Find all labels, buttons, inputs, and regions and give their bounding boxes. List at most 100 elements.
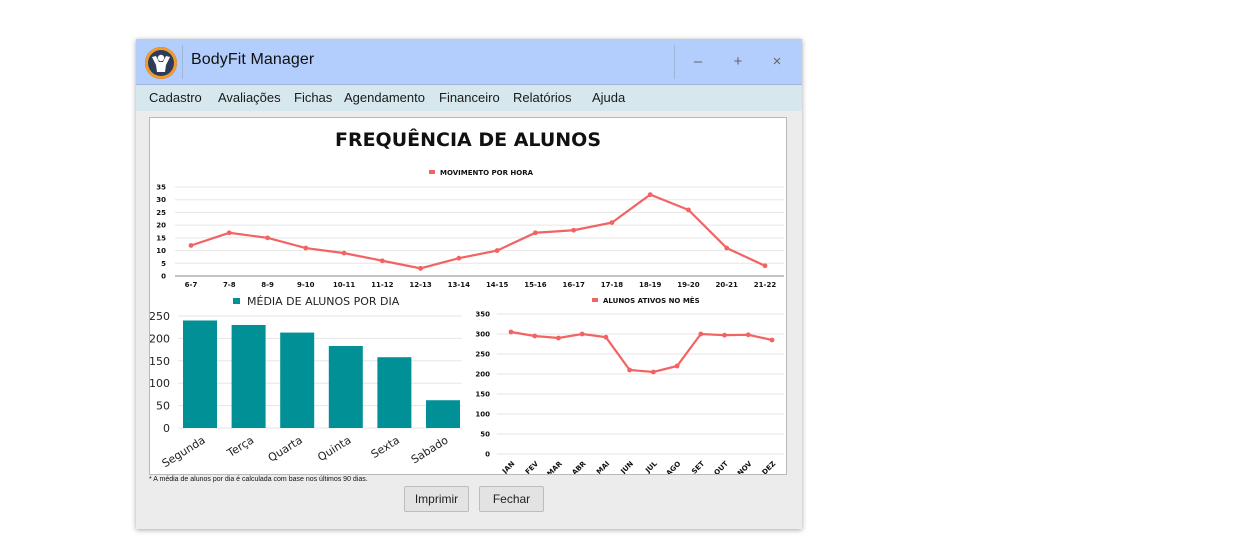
hourly-point <box>533 230 538 236</box>
monthly-x-tick: MAR <box>546 459 565 474</box>
menu-agendamento[interactable]: Agendamento <box>344 90 425 105</box>
hourly-x-tick: 7-8 <box>223 281 236 289</box>
monthly-legend-label: ALUNOS ATIVOS NO MÊS <box>603 296 700 305</box>
hourly-x-tick: 8-9 <box>261 281 274 289</box>
hourly-x-tick: 12-13 <box>409 281 432 289</box>
window-title: BodyFit Manager <box>191 51 315 68</box>
hourly-point <box>762 263 768 269</box>
hourly-point <box>647 192 653 198</box>
hourly-x-tick: 11-12 <box>371 281 394 289</box>
monthly-point <box>698 331 704 337</box>
hourly-x-tick: 15-16 <box>524 281 547 289</box>
daily-y-tick: 50 <box>156 400 170 413</box>
monthly-point <box>532 333 538 339</box>
daily-legend-swatch <box>233 298 240 304</box>
daily-y-tick: 200 <box>150 332 170 345</box>
daily-x-tick: Sabado <box>409 433 451 466</box>
monthly-y-tick: 50 <box>480 431 490 439</box>
monthly-point <box>556 335 561 341</box>
hourly-y-tick: 35 <box>156 184 166 192</box>
hourly-point <box>609 220 615 225</box>
monthly-y-tick: 200 <box>475 371 490 379</box>
daily-x-tick: Sexta <box>369 434 402 462</box>
monthly-x-tick: JUN <box>619 460 635 474</box>
hourly-point <box>379 258 385 264</box>
hourly-y-tick: 30 <box>156 196 166 204</box>
hourly-series-line <box>190 193 766 270</box>
monthly-point <box>603 334 609 340</box>
daily-bar <box>328 346 363 428</box>
footnote: * A média de alunos por dia é calculada … <box>149 476 368 483</box>
hourly-point <box>571 227 577 233</box>
daily-x-tick: Quinta <box>315 434 353 464</box>
monthly-point <box>650 369 656 375</box>
hourly-x-tick: 19-20 <box>677 281 700 289</box>
hourly-point <box>724 245 730 251</box>
hourly-point <box>303 245 309 251</box>
monthly-point <box>722 332 727 338</box>
hourly-y-tick: 20 <box>156 222 166 230</box>
menu-fichas[interactable]: Fichas <box>294 90 333 105</box>
print-button[interactable]: Imprimir <box>404 486 469 512</box>
hourly-point <box>226 230 232 236</box>
monthly-x-tick: ABR <box>571 459 589 474</box>
daily-bar <box>426 400 460 428</box>
hourly-y-tick: 0 <box>161 273 166 281</box>
hourly-point <box>188 243 194 248</box>
daily-y-tick: 150 <box>150 355 170 368</box>
monthly-legend-swatch <box>592 298 598 302</box>
hourly-legend-swatch <box>429 170 435 174</box>
hourly-x-tick: 6-7 <box>185 281 198 289</box>
monthly-y-tick: 150 <box>475 391 490 399</box>
monthly-x-tick: JUL <box>643 459 659 474</box>
hourly-point <box>456 255 462 261</box>
daily-y-tick: 100 <box>150 377 170 390</box>
monthly-x-tick: OUT <box>713 460 730 474</box>
maximize-button[interactable]: + <box>733 53 743 70</box>
hourly-x-tick: 20-21 <box>716 281 739 289</box>
menu-financeiro[interactable]: Financeiro <box>439 90 500 105</box>
monthly-point <box>579 331 585 337</box>
monthly-point <box>508 329 514 335</box>
title-bar[interactable]: BodyFit Manager – + × <box>136 39 802 85</box>
close-button[interactable]: × <box>772 53 782 70</box>
monthly-series-line <box>510 330 773 374</box>
menu-ajuda[interactable]: Ajuda <box>592 90 626 105</box>
daily-x-tick: Segunda <box>160 434 208 471</box>
daily-x-tick: Quarta <box>266 434 305 465</box>
app-logo-icon <box>145 47 177 79</box>
monthly-point <box>627 367 633 373</box>
monthly-y-tick: 350 <box>475 311 490 319</box>
minimize-button[interactable]: – <box>693 53 703 70</box>
hourly-point <box>418 265 423 271</box>
daily-y-tick: 0 <box>163 422 170 435</box>
monthly-y-tick: 250 <box>475 351 490 359</box>
hourly-x-tick: 21-22 <box>754 281 777 289</box>
menu-relatorios[interactable]: Relatórios <box>513 90 572 105</box>
daily-bar <box>183 320 217 428</box>
daily-y-tick: 250 <box>150 310 170 323</box>
monthly-x-tick: DEZ <box>761 460 778 474</box>
hourly-x-tick: 13-14 <box>448 281 471 289</box>
hourly-point <box>341 250 347 256</box>
menu-avaliacoes[interactable]: Avaliações <box>218 90 281 105</box>
hourly-x-tick: 14-15 <box>486 281 509 289</box>
menu-cadastro[interactable]: Cadastro <box>149 90 202 105</box>
monthly-x-tick: AGO <box>665 460 683 474</box>
monthly-x-tick: NOV <box>736 459 754 474</box>
daily-bar <box>231 324 266 428</box>
daily-bar <box>377 357 412 428</box>
hourly-y-tick: 5 <box>161 260 166 268</box>
monthly-x-tick: SET <box>690 460 706 474</box>
bodyfit-window: BodyFit Manager – + × Cadastro Avaliaçõe… <box>136 39 802 529</box>
hourly-y-tick: 10 <box>156 247 166 255</box>
monthly-point <box>674 363 680 369</box>
close-dialog-button[interactable]: Fechar <box>479 486 544 512</box>
report-title: FREQUÊNCIA DE ALUNOS <box>335 128 601 151</box>
monthly-point <box>745 332 751 338</box>
daily-x-tick: Terça <box>224 434 256 461</box>
daily-legend-label: MÉDIA DE ALUNOS POR DIA <box>247 295 400 308</box>
monthly-x-tick: JAN <box>500 460 516 474</box>
hourly-x-tick: 9-10 <box>297 281 315 289</box>
controls-separator <box>674 45 675 79</box>
